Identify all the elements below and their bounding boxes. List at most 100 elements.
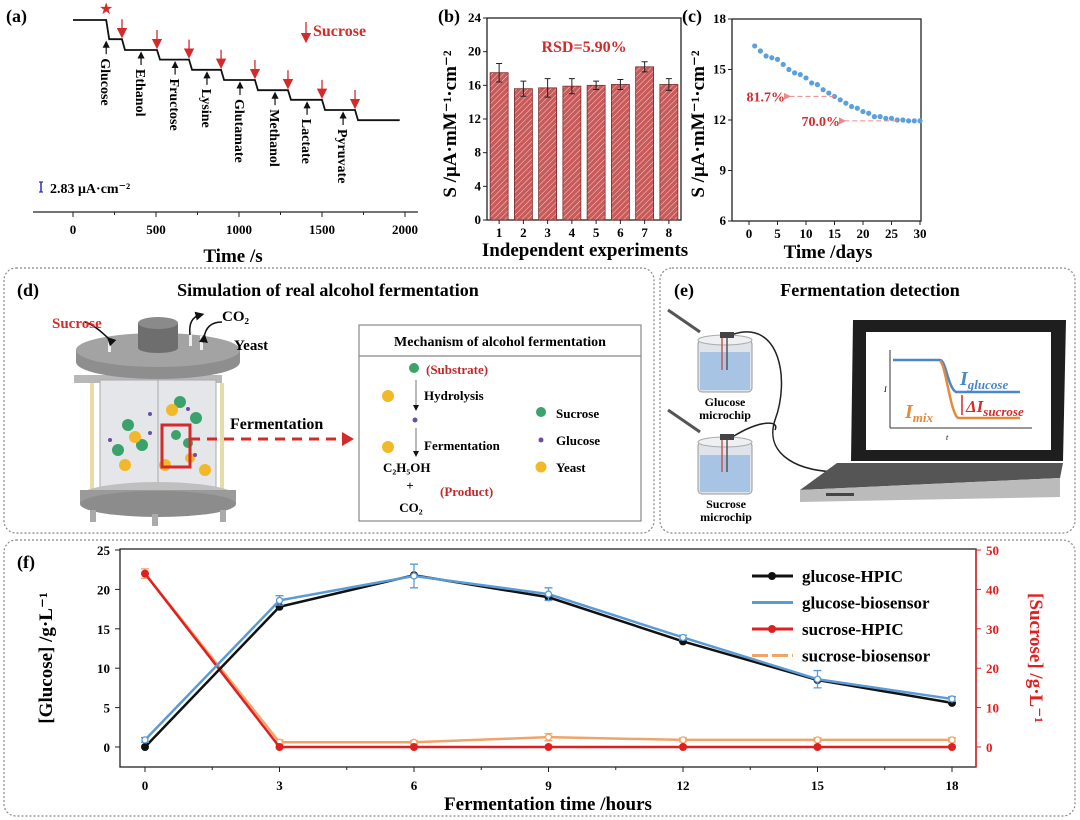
panel-label-c: (c) — [682, 6, 702, 27]
y-tick-label: 16 — [468, 77, 482, 92]
sucrose-input-label: Sucrose — [52, 316, 102, 332]
panel-d-border — [3, 267, 655, 534]
co2-output-label: CO₂ — [222, 309, 250, 325]
panel-d-title: Simulation of real alcohol fermentation — [177, 280, 479, 300]
yeast-particles — [119, 404, 211, 476]
i-mix-label: Imix — [904, 401, 934, 425]
panel-f-y-right-title: [Sucrose] /g·L⁻¹ — [1025, 593, 1046, 723]
x-tick-label: 5 — [593, 225, 600, 240]
data-point — [813, 675, 822, 683]
y-tick-label: 8 — [475, 145, 482, 160]
fermentation-arrow-head-icon — [342, 432, 354, 446]
panel-e-border — [659, 267, 1076, 534]
panel-f-legend: glucose-HPIC glucose-biosensor sucrose-HPI… — [752, 567, 931, 666]
panel-label-f: (f) — [17, 552, 35, 573]
bar — [513, 88, 533, 221]
data-point — [763, 53, 769, 59]
data-point — [826, 90, 832, 96]
delta-i-label: ΔIsucrose — [965, 397, 1024, 419]
scale-bar-label: 2.83 μA·cm⁻² — [50, 182, 130, 197]
fermentation-step-label: Fermentation — [424, 438, 501, 453]
panel-a-x-ticks: 0 500 1000 1500 2000 — [70, 212, 418, 237]
y-right-tick-label: 20 — [986, 661, 999, 676]
data-point — [679, 633, 687, 642]
legend-label: sucrose-biosensor — [802, 647, 931, 666]
y-tick-label: 12 — [713, 112, 726, 127]
x-tick-label: 0 — [70, 222, 77, 237]
x-tick-label: 9 — [545, 778, 552, 793]
x-tick-label: 7 — [641, 225, 648, 240]
x-tick-label: 10 — [800, 226, 813, 241]
data-point — [797, 71, 803, 78]
star-icon: ★ — [99, 1, 113, 18]
hydrolysis-label: Hydrolysis — [424, 388, 484, 403]
legend-label: glucose-biosensor — [802, 594, 930, 613]
data-point — [894, 117, 900, 123]
y-right-tick-label: 10 — [986, 701, 999, 716]
data-point — [813, 736, 822, 744]
data-point — [820, 87, 826, 93]
panel-c-plot: 6 9 12 15 18 0 5 10 15 20 25 30 81.7% 70.0% — [713, 11, 927, 241]
amperometric-trace — [73, 19, 400, 122]
data-point — [679, 736, 687, 744]
bar — [586, 84, 606, 221]
bar — [489, 72, 509, 221]
interferent-label: Glucose — [97, 58, 112, 105]
x-tick-label: 1 — [496, 225, 503, 240]
bar — [562, 85, 582, 221]
data-point — [792, 70, 798, 76]
cable — [733, 422, 777, 437]
interferent-label: Fructose — [166, 79, 181, 131]
y-right-tick-label: 30 — [986, 622, 999, 637]
data-point — [860, 108, 866, 115]
ethanol-label: C₂H₅OH — [383, 460, 431, 475]
plus-sign: + — [406, 478, 413, 493]
glucose-chip-label-1: Glucose — [705, 395, 746, 409]
data-point — [849, 103, 855, 110]
data-point — [275, 743, 284, 751]
legend-label: sucrose-HPIC — [802, 620, 904, 639]
legend-sucrose: Sucrose — [556, 406, 599, 421]
sucrose-chip-label-2: microchip — [700, 510, 752, 524]
x-tick-label: 4 — [569, 225, 576, 240]
panel-f-y-title: [Glucose] /g·L⁻¹ — [36, 592, 57, 723]
i-glucose-label: Iglucose — [959, 368, 1008, 392]
data-point — [877, 114, 883, 120]
data-point — [544, 733, 553, 741]
bar — [610, 84, 630, 221]
y-tick-label: 9 — [720, 163, 727, 178]
y-right-tick-label: 40 — [986, 582, 999, 597]
y-tick-label: 20 — [97, 582, 110, 597]
glucose-microchip-beaker — [667, 308, 753, 393]
data-point — [917, 118, 923, 124]
fermenter-illustration — [74, 317, 240, 526]
substrate-label: (Substrate) — [426, 362, 488, 377]
panel-label-d: (d) — [17, 280, 39, 301]
scale-bar: 2.83 μA·cm⁻² — [39, 181, 130, 197]
x-tick-label: 5 — [774, 226, 781, 241]
x-tick-label: 6 — [411, 778, 418, 793]
panel-c-x-title: Time /days — [784, 242, 873, 263]
data-point — [843, 100, 849, 106]
error-bar — [641, 61, 648, 73]
y-tick-label: 18 — [713, 11, 727, 26]
panel-a: (a) ★ Glucose Ethanol Fructose Lysine Glutama… — [6, 1, 418, 267]
legend-label: glucose-HPIC — [802, 567, 903, 586]
glucose-chip-label-2: microchip — [699, 408, 751, 422]
product-label: (Product) — [440, 484, 493, 499]
x-tick-label: 0 — [142, 778, 149, 793]
x-tick-label: 15 — [811, 778, 825, 793]
x-tick-label: 8 — [666, 225, 673, 240]
panel-label-e: (e) — [674, 280, 694, 301]
i-glucose-curve — [893, 358, 1020, 394]
panel-f-plot: 0 5 10 15 20 25 0 10 20 30 40 50 0 3 6 9 12 15 18 — [97, 543, 999, 793]
error-bar — [544, 78, 551, 98]
x-tick-label: 6 — [617, 225, 624, 240]
x-tick-label: 1500 — [309, 222, 335, 237]
screen-y-axis: I — [883, 385, 887, 394]
data-point — [813, 743, 822, 751]
y-tick-label: 0 — [475, 212, 482, 227]
data-point — [906, 118, 912, 124]
